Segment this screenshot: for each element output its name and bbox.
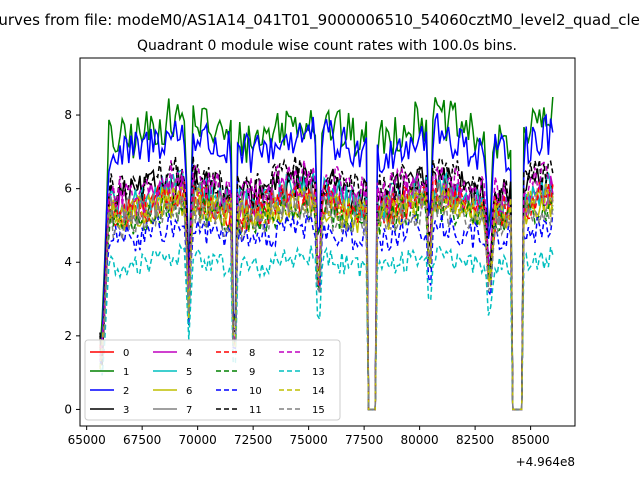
y-tick-label: 0: [64, 402, 72, 416]
x-axis: 65000 67500 70000 72500 75000 77500 80000 82500…: [68, 426, 550, 447]
legend-label: 9: [249, 367, 255, 378]
legend-box: [84, 339, 341, 421]
x-tick-label: 82500: [456, 433, 494, 447]
series-layer: [99, 96, 554, 411]
legend-label: 14: [312, 386, 325, 397]
legend-label: 0: [123, 348, 129, 359]
legend-label: 11: [249, 405, 262, 416]
x-tick-label: 75000: [290, 433, 328, 447]
y-tick-label: 8: [64, 108, 72, 122]
legend-label: 8: [249, 348, 255, 359]
legend-label: 3: [123, 405, 129, 416]
legend-label: 15: [312, 405, 325, 416]
legend-label: 5: [186, 367, 192, 378]
legend-label: 2: [123, 386, 129, 397]
legend-label: 6: [186, 386, 192, 397]
series-line-9: [99, 190, 554, 411]
legend-label: 13: [312, 367, 325, 378]
x-tick-label: 70000: [179, 433, 217, 447]
y-tick-label: 4: [64, 255, 72, 269]
legend-label: 10: [249, 386, 262, 397]
y-axis: 0 2 4 6 8: [64, 108, 80, 416]
legend-label: 1: [123, 367, 129, 378]
legend-label: 7: [186, 405, 192, 416]
series-line-15: [99, 195, 554, 411]
chart-title: Quadrant 0 module wise count rates with …: [137, 38, 517, 54]
legend-label: 4: [186, 348, 192, 359]
x-tick-label: 85000: [512, 433, 550, 447]
series-line-12: [99, 160, 554, 411]
series-line-2: [99, 113, 554, 411]
series-line-10: [99, 213, 554, 411]
y-tick-label: 2: [64, 329, 72, 343]
figure-suptitle: Lightcurves from file: modeM0/AS1A14_041…: [0, 11, 640, 30]
x-tick-label: 65000: [68, 433, 106, 447]
series-line-1: [99, 96, 554, 411]
plot-frame: [79, 57, 576, 427]
series-line-13: [99, 242, 554, 411]
series-line-11: [99, 155, 554, 411]
x-tick-label: 67500: [123, 433, 161, 447]
x-tick-label: 80000: [401, 433, 439, 447]
x-offset-label: +4.964e8: [516, 455, 575, 469]
x-tick-label: 77500: [345, 433, 383, 447]
legend-label: 12: [312, 348, 325, 359]
y-tick-label: 6: [64, 182, 72, 196]
series-line-6: [99, 186, 554, 411]
x-tick-label: 72500: [234, 433, 272, 447]
